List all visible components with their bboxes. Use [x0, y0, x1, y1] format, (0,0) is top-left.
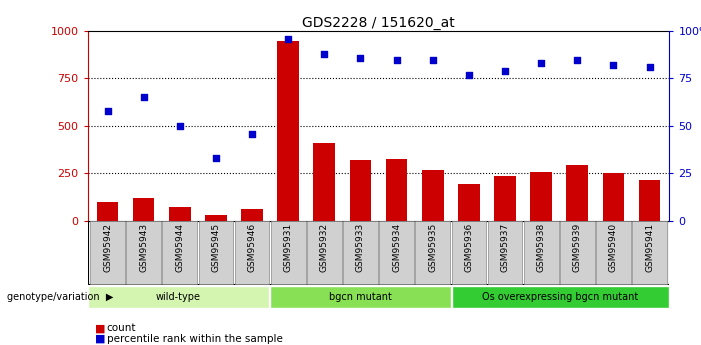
- Point: [463, 72, 475, 78]
- FancyBboxPatch shape: [270, 286, 451, 308]
- FancyBboxPatch shape: [524, 221, 559, 284]
- FancyBboxPatch shape: [271, 221, 306, 284]
- FancyBboxPatch shape: [126, 221, 161, 284]
- Point: [499, 68, 510, 74]
- Text: GSM95945: GSM95945: [212, 223, 220, 272]
- FancyBboxPatch shape: [163, 221, 197, 284]
- Text: GSM95943: GSM95943: [139, 223, 148, 272]
- Text: genotype/variation  ▶: genotype/variation ▶: [7, 293, 114, 302]
- Text: count: count: [107, 324, 136, 333]
- Bar: [422, 169, 444, 221]
- Bar: [313, 143, 335, 221]
- Point: [608, 62, 619, 68]
- Text: ■: ■: [95, 324, 105, 333]
- Text: GSM95946: GSM95946: [247, 223, 257, 272]
- FancyBboxPatch shape: [379, 221, 414, 284]
- FancyBboxPatch shape: [451, 221, 486, 284]
- FancyBboxPatch shape: [632, 221, 667, 284]
- Text: GSM95944: GSM95944: [175, 223, 184, 272]
- Text: ■: ■: [95, 334, 105, 344]
- Title: GDS2228 / 151620_at: GDS2228 / 151620_at: [302, 16, 455, 30]
- Bar: [458, 184, 479, 221]
- Text: percentile rank within the sample: percentile rank within the sample: [107, 334, 283, 344]
- Text: GSM95939: GSM95939: [573, 223, 582, 272]
- Point: [174, 123, 185, 129]
- Point: [247, 131, 258, 136]
- Text: wild-type: wild-type: [156, 292, 201, 302]
- FancyBboxPatch shape: [307, 221, 341, 284]
- FancyBboxPatch shape: [560, 221, 594, 284]
- FancyBboxPatch shape: [488, 221, 522, 284]
- Point: [391, 57, 402, 62]
- FancyBboxPatch shape: [416, 221, 450, 284]
- Bar: [531, 172, 552, 221]
- Text: GSM95940: GSM95940: [609, 223, 618, 272]
- FancyBboxPatch shape: [88, 286, 268, 308]
- Bar: [494, 176, 516, 221]
- FancyBboxPatch shape: [235, 221, 269, 284]
- Text: bgcn mutant: bgcn mutant: [329, 292, 392, 302]
- Point: [283, 36, 294, 41]
- Text: GSM95938: GSM95938: [537, 223, 545, 272]
- Point: [355, 55, 366, 60]
- Point: [138, 95, 149, 100]
- Bar: [132, 198, 154, 221]
- Point: [572, 57, 583, 62]
- Text: GSM95935: GSM95935: [428, 223, 437, 272]
- Text: GSM95941: GSM95941: [645, 223, 654, 272]
- Text: GSM95934: GSM95934: [392, 223, 401, 272]
- FancyBboxPatch shape: [343, 221, 378, 284]
- FancyBboxPatch shape: [596, 221, 631, 284]
- Text: GSM95937: GSM95937: [501, 223, 510, 272]
- Bar: [386, 159, 407, 221]
- Text: Os overexpressing bgcn mutant: Os overexpressing bgcn mutant: [482, 292, 639, 302]
- Bar: [97, 202, 118, 221]
- Point: [644, 64, 655, 70]
- Point: [102, 108, 113, 114]
- Point: [536, 61, 547, 66]
- Text: GSM95931: GSM95931: [284, 223, 293, 272]
- Bar: [350, 160, 372, 221]
- FancyBboxPatch shape: [452, 286, 669, 308]
- Point: [210, 155, 222, 161]
- Bar: [241, 209, 263, 221]
- Text: GSM95932: GSM95932: [320, 223, 329, 272]
- Bar: [603, 173, 625, 221]
- FancyBboxPatch shape: [198, 221, 233, 284]
- Text: GSM95936: GSM95936: [464, 223, 473, 272]
- Bar: [639, 180, 660, 221]
- Text: GSM95933: GSM95933: [356, 223, 365, 272]
- Text: GSM95942: GSM95942: [103, 223, 112, 272]
- Bar: [278, 41, 299, 221]
- Bar: [169, 207, 191, 221]
- Point: [319, 51, 330, 57]
- Point: [427, 57, 438, 62]
- Bar: [566, 165, 588, 221]
- FancyBboxPatch shape: [90, 221, 125, 284]
- Bar: [205, 215, 226, 221]
